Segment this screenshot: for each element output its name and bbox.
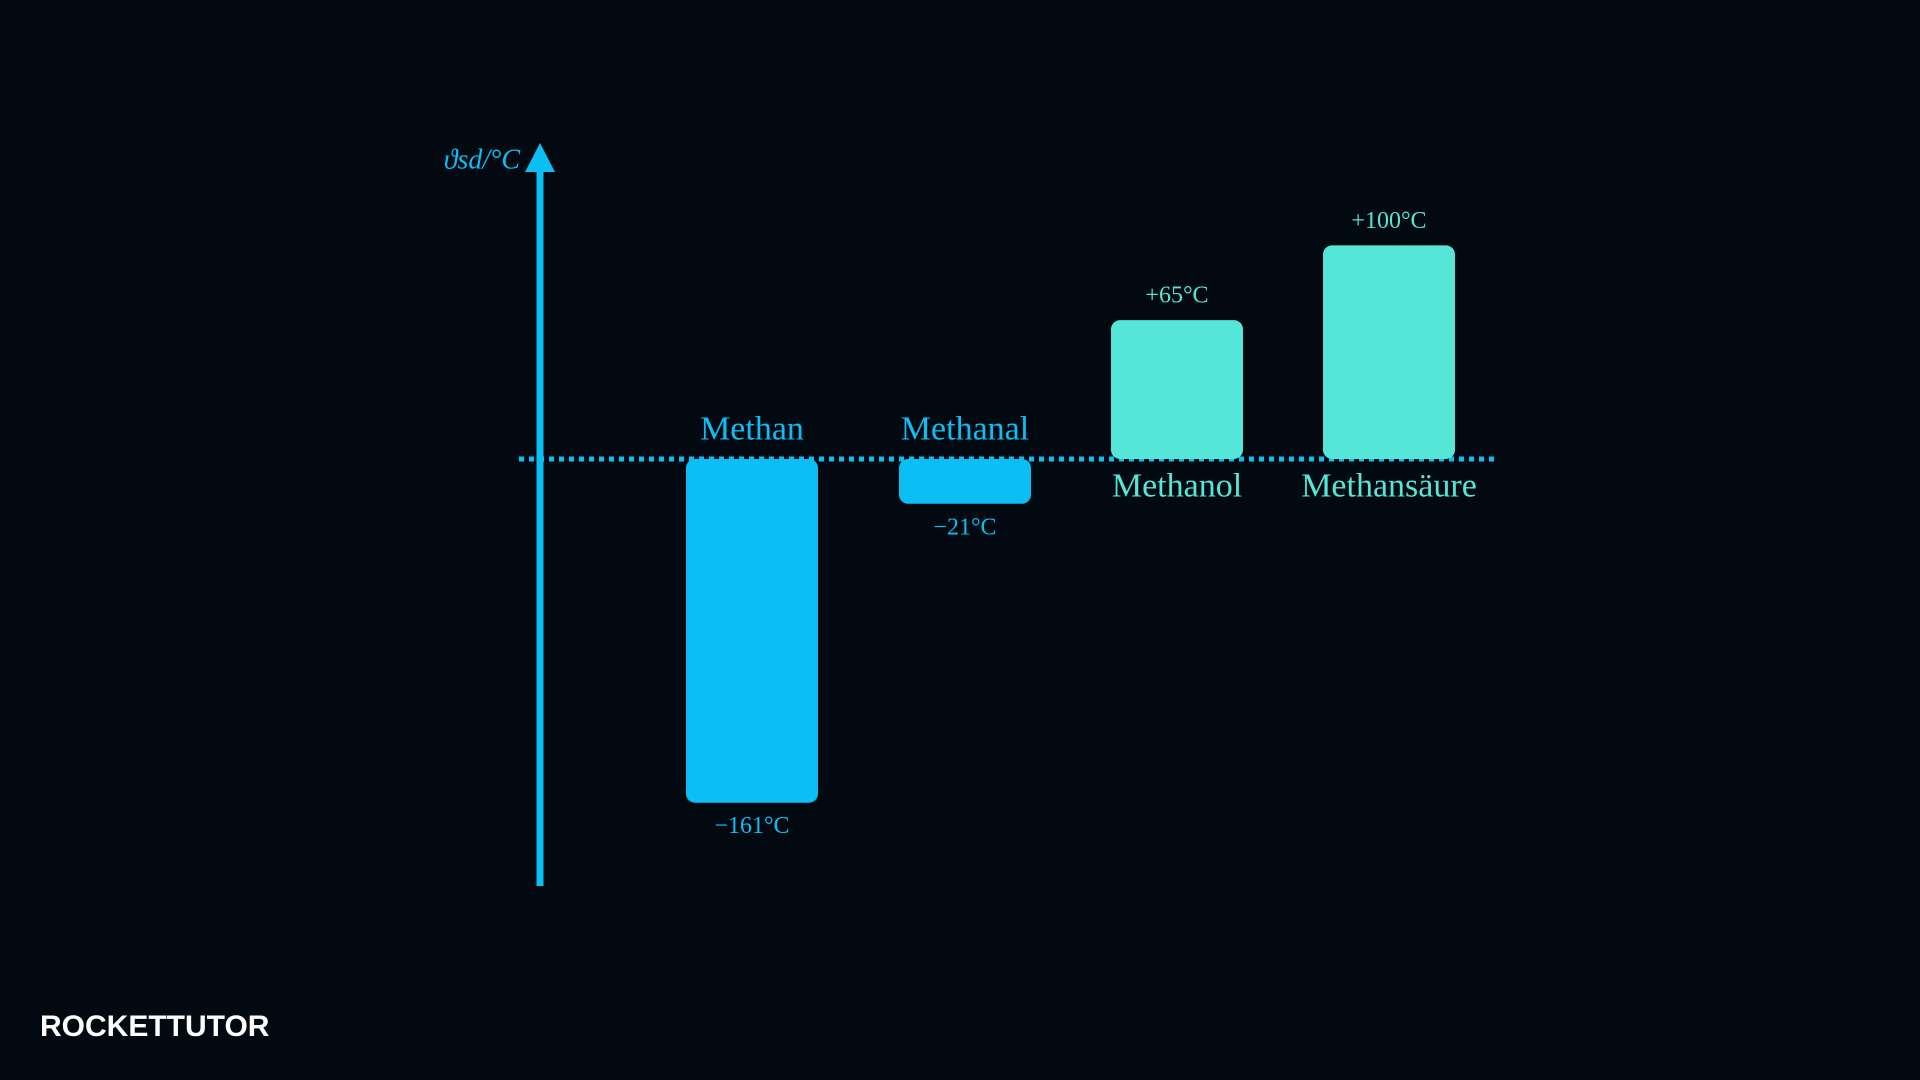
value-label: +100°C: [1351, 208, 1426, 234]
category-label: Methansäure: [1301, 468, 1477, 505]
bar: [899, 458, 1031, 504]
bar: [1323, 245, 1455, 459]
y-axis-arrow: [525, 143, 555, 172]
logo: ROCKETTUTOR: [40, 1010, 270, 1043]
category-label: Methanal: [901, 411, 1029, 448]
value-label: −161°C: [714, 813, 789, 839]
value-label: +65°C: [1145, 283, 1208, 309]
value-label: −21°C: [933, 514, 996, 540]
category-label: Methanol: [1112, 468, 1242, 505]
category-label: Methan: [700, 411, 804, 448]
bar: [686, 458, 818, 803]
y-axis-label: ϑsd/°C: [444, 144, 521, 175]
bar: [1111, 320, 1243, 459]
